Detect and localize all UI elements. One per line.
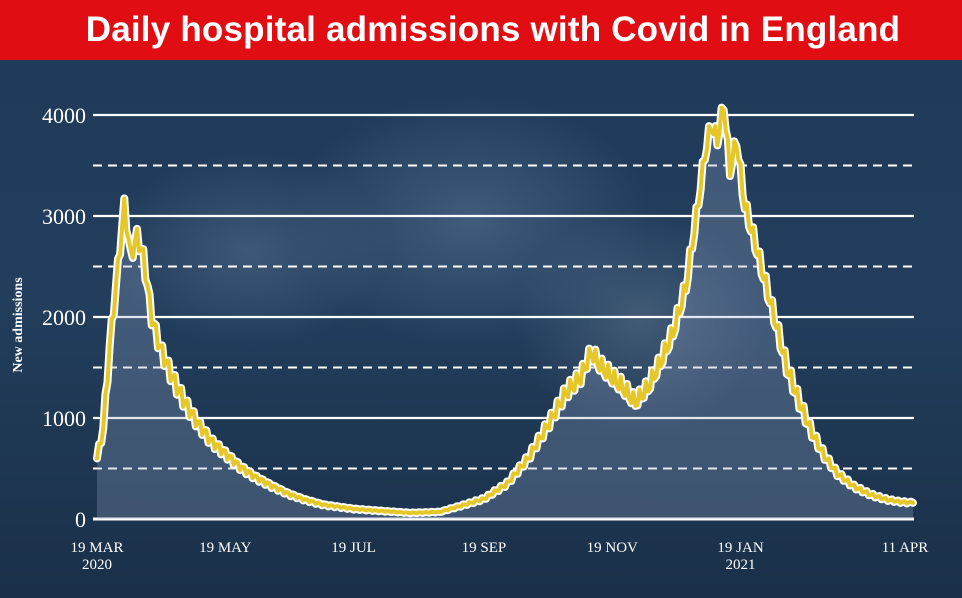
y-tick-label: 1000 — [42, 406, 86, 431]
y-tick-label: 3000 — [42, 204, 86, 229]
series-line — [93, 103, 917, 518]
x-tick-label: 19 SEP — [462, 540, 507, 556]
x-tick-label: 19 NOV — [587, 540, 638, 556]
series-area — [97, 107, 913, 519]
title-bar: Daily hospital admissions with Covid in … — [0, 0, 962, 60]
chart-title: Daily hospital admissions with Covid in … — [85, 10, 901, 49]
x-tick-sublabel: 2020 — [82, 557, 112, 573]
x-tick-label: 19 MAR — [71, 540, 124, 556]
y-tick-label: 4000 — [42, 103, 86, 128]
y-axis-label: New admissions — [11, 277, 26, 373]
x-tick-label: 19 MAY — [199, 540, 252, 556]
x-tick-label: 19 JAN — [717, 540, 763, 556]
area-fill — [97, 107, 913, 519]
y-tick-label: 0 — [75, 507, 86, 532]
gridlines — [93, 113, 914, 521]
y-axis-ticks: 0 1000 2000 3000 4000 — [42, 103, 86, 532]
series-line-path — [95, 105, 915, 516]
x-tick-label: 19 JUL — [331, 540, 376, 556]
x-tick-sublabel: 2021 — [726, 557, 756, 573]
y-tick-label: 2000 — [42, 305, 86, 330]
x-tick-label: 11 APR — [882, 540, 929, 556]
